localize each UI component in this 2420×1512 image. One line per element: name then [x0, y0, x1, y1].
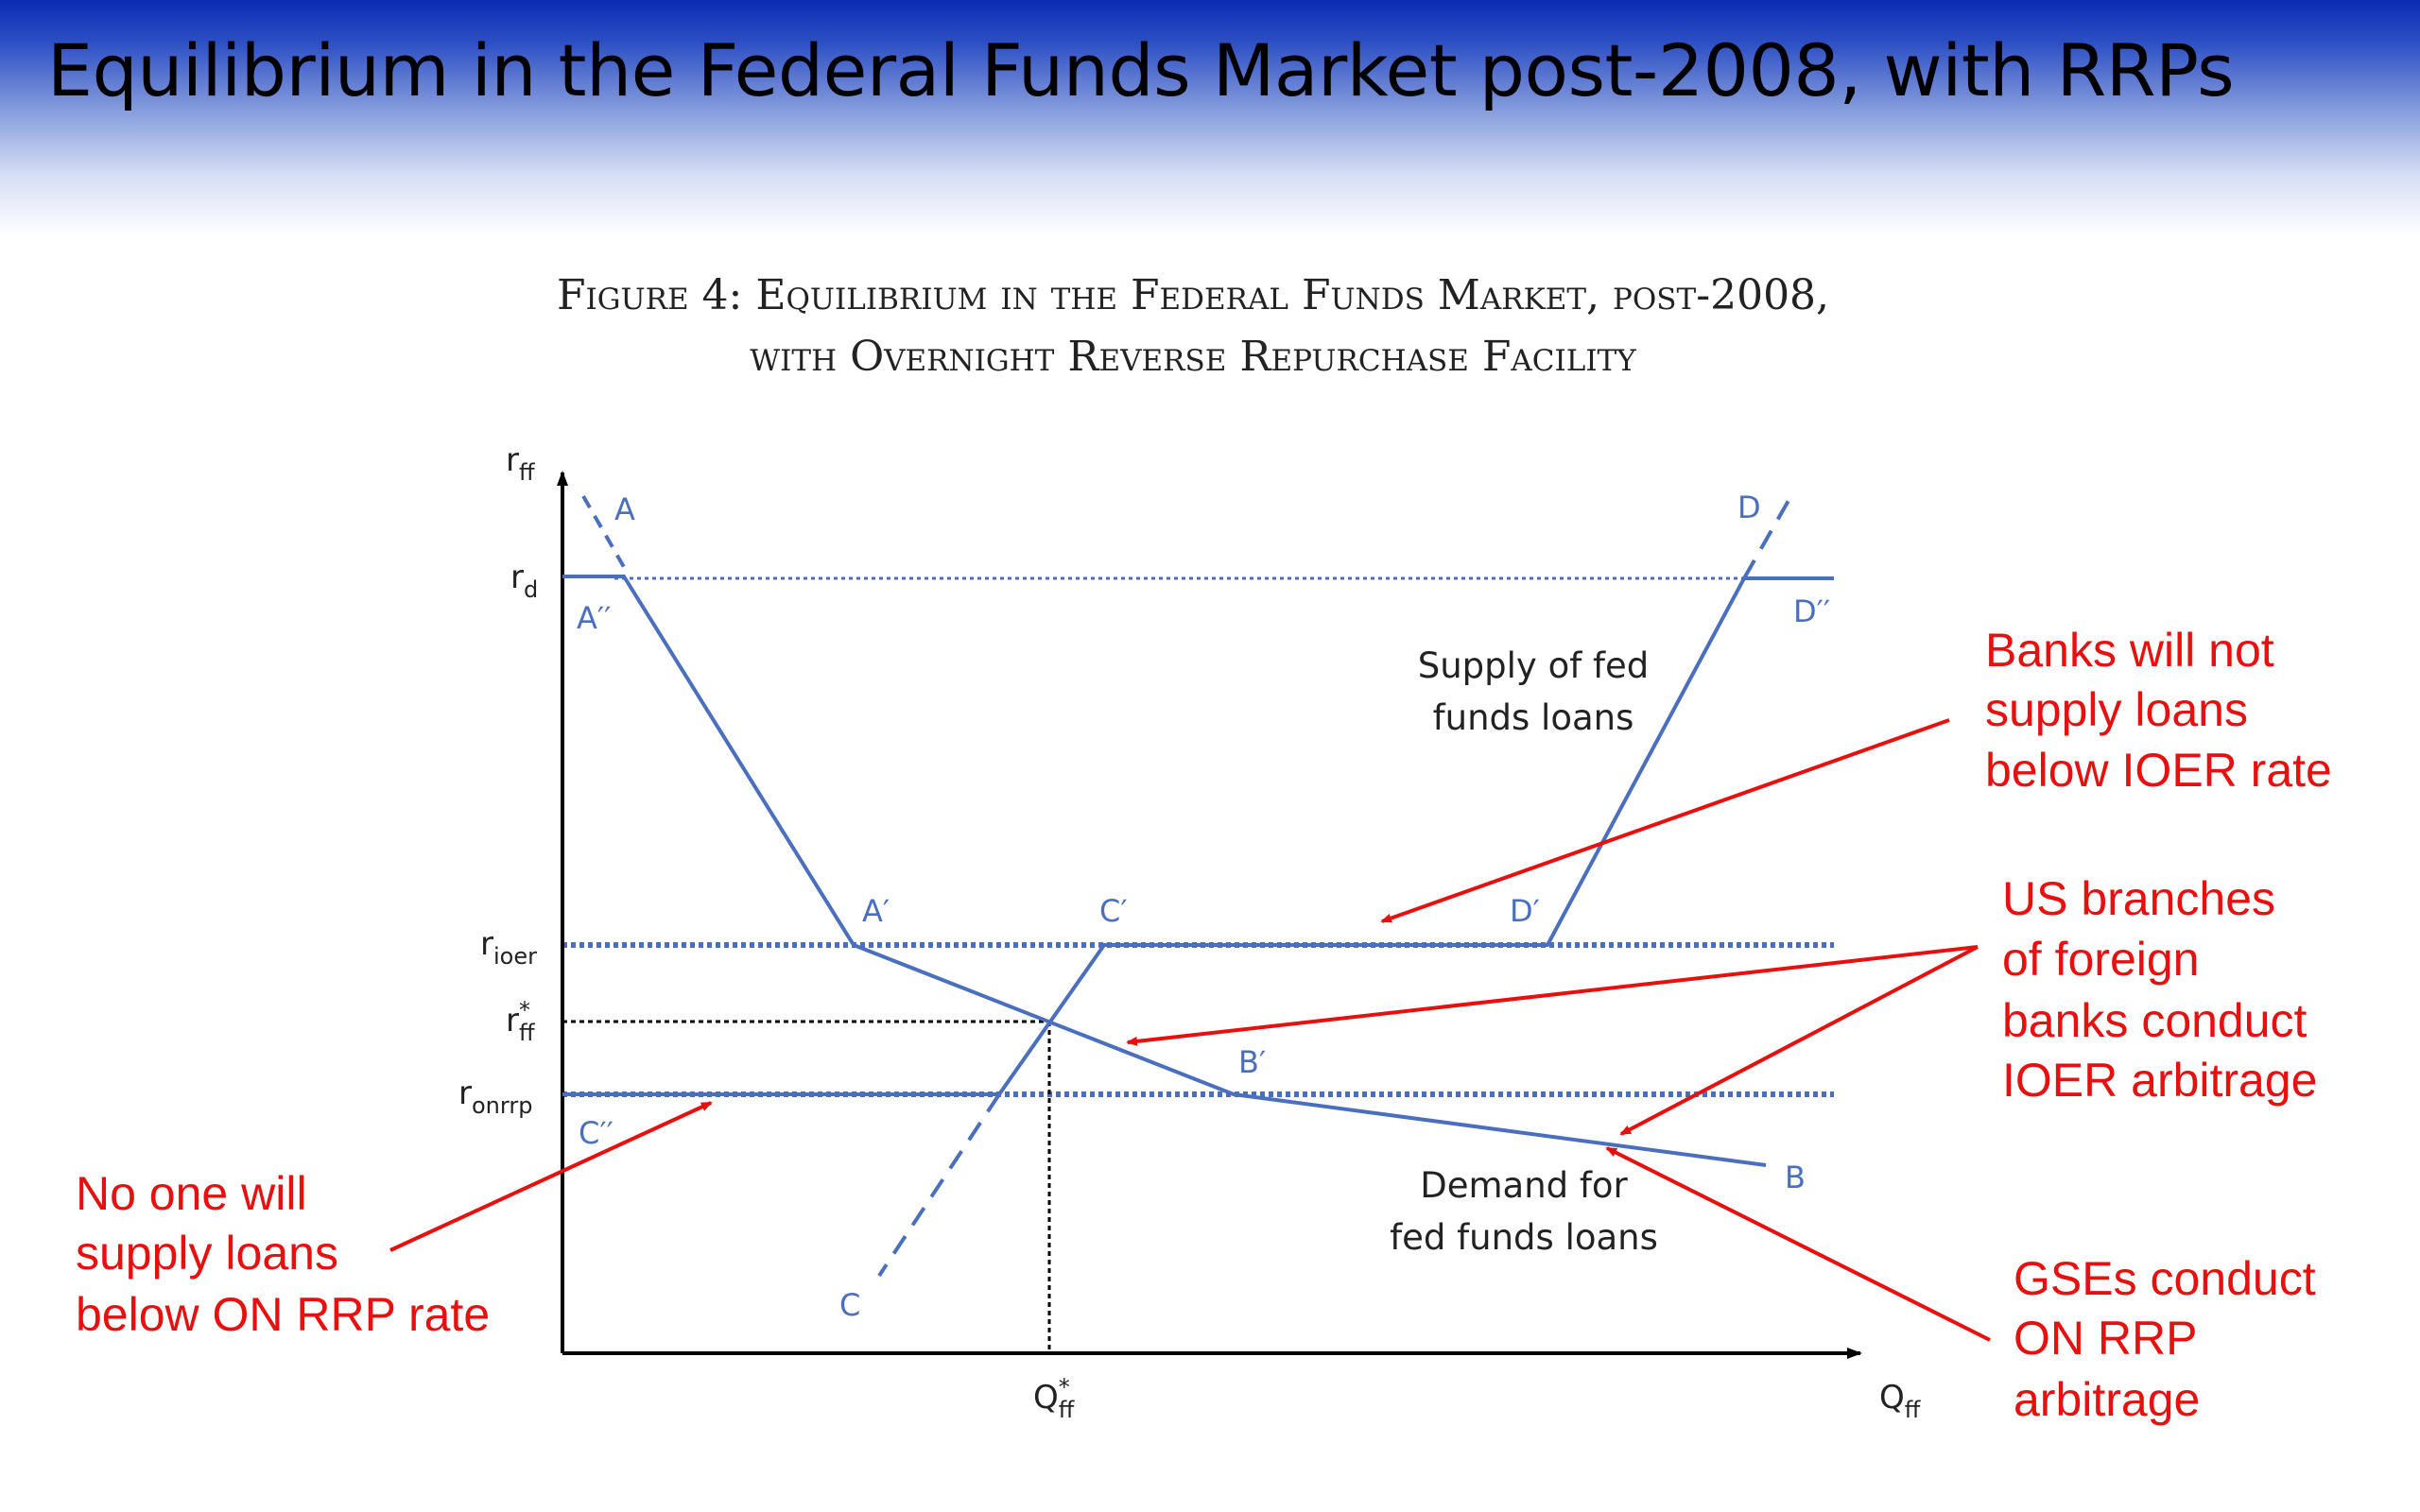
figure-panel	[369, 236, 2051, 1512]
annotation-branches-line1: US branches	[2002, 872, 2275, 925]
supply-label-line2: funds loans	[1433, 697, 1634, 738]
point-label-c-double-prime: C′′	[579, 1115, 614, 1151]
demand-label-line2: fed funds loans	[1390, 1217, 1658, 1258]
slide-title: Equilibrium in the Federal Funds Market …	[47, 28, 2235, 112]
point-label-a-double-prime: A′′	[577, 600, 611, 636]
y-axis-label: rff	[506, 441, 535, 486]
supply-dashed-top	[1742, 498, 1791, 579]
point-label-b: B	[1785, 1160, 1806, 1195]
tick-ronrrp: ronrrp	[458, 1074, 532, 1119]
demand-curve	[562, 575, 1767, 1167]
annotation-gses-line2: ON RRP	[2014, 1312, 2197, 1365]
point-label-c: C	[839, 1287, 860, 1323]
annotation-gses-line3: arbitrage	[2014, 1373, 2200, 1426]
tick-rffstar: r* ff	[506, 997, 535, 1046]
axes	[557, 471, 1862, 1359]
x-axis-label: Qff	[1879, 1379, 1921, 1423]
arrow-gses-to-demand	[1605, 1146, 1991, 1342]
tick-rioer: rioer	[480, 925, 537, 970]
supply-dashed-bottom	[877, 1092, 1001, 1278]
annotation-banks-line1: Banks will not	[1985, 624, 2274, 677]
title-band	[0, 0, 2420, 236]
demand-label-line1: Demand for	[1420, 1165, 1628, 1206]
point-label-d-double-prime: D′′	[1793, 593, 1830, 629]
arrow-branches-to-equilibrium	[1126, 945, 1979, 1046]
point-label-a: A	[614, 491, 635, 527]
annotation-branches-line4: IOER arbitrage	[2002, 1054, 2317, 1107]
point-label-d-prime: D′	[1510, 893, 1540, 929]
demand-dashed-top	[581, 495, 626, 568]
tick-rd: rd	[510, 558, 538, 603]
annotation-banks-line3: below IOER rate	[1985, 744, 2332, 797]
supply-curve	[562, 576, 1834, 1096]
point-label-d: D	[1737, 490, 1761, 525]
arrow-noone-to-onrrp-line	[389, 1101, 713, 1252]
point-label-a-prime: A′	[862, 893, 890, 929]
point-label-b-prime: B′	[1238, 1044, 1266, 1080]
supply-label-line1: Supply of fed	[1418, 645, 1650, 686]
tick-qstar: Q* ff	[1033, 1374, 1075, 1423]
annotation-branches-line3: banks conduct	[2002, 994, 2308, 1047]
arrow-banks-to-ioer-line	[1380, 718, 1950, 923]
point-label-c-prime: C′	[1099, 893, 1128, 929]
figure-caption-line2: with Overnight Reverse Repurchase Facili…	[750, 333, 1636, 381]
arrow-branches-to-demand	[1619, 945, 1979, 1136]
annotation-branches-line2: of foreign	[2002, 933, 2199, 986]
annotation-noone-line1: No one will	[76, 1167, 307, 1220]
annotation-banks-line2: supply loans	[1985, 683, 2248, 736]
figure-caption-line1: Figure 4: Equilibrium in the Federal Fun…	[557, 271, 1829, 319]
annotation-noone-line3: below ON RRP rate	[76, 1288, 490, 1341]
annotation-gses-line1: GSEs conduct	[2014, 1252, 2316, 1305]
annotation-noone-line2: supply loans	[76, 1227, 338, 1280]
